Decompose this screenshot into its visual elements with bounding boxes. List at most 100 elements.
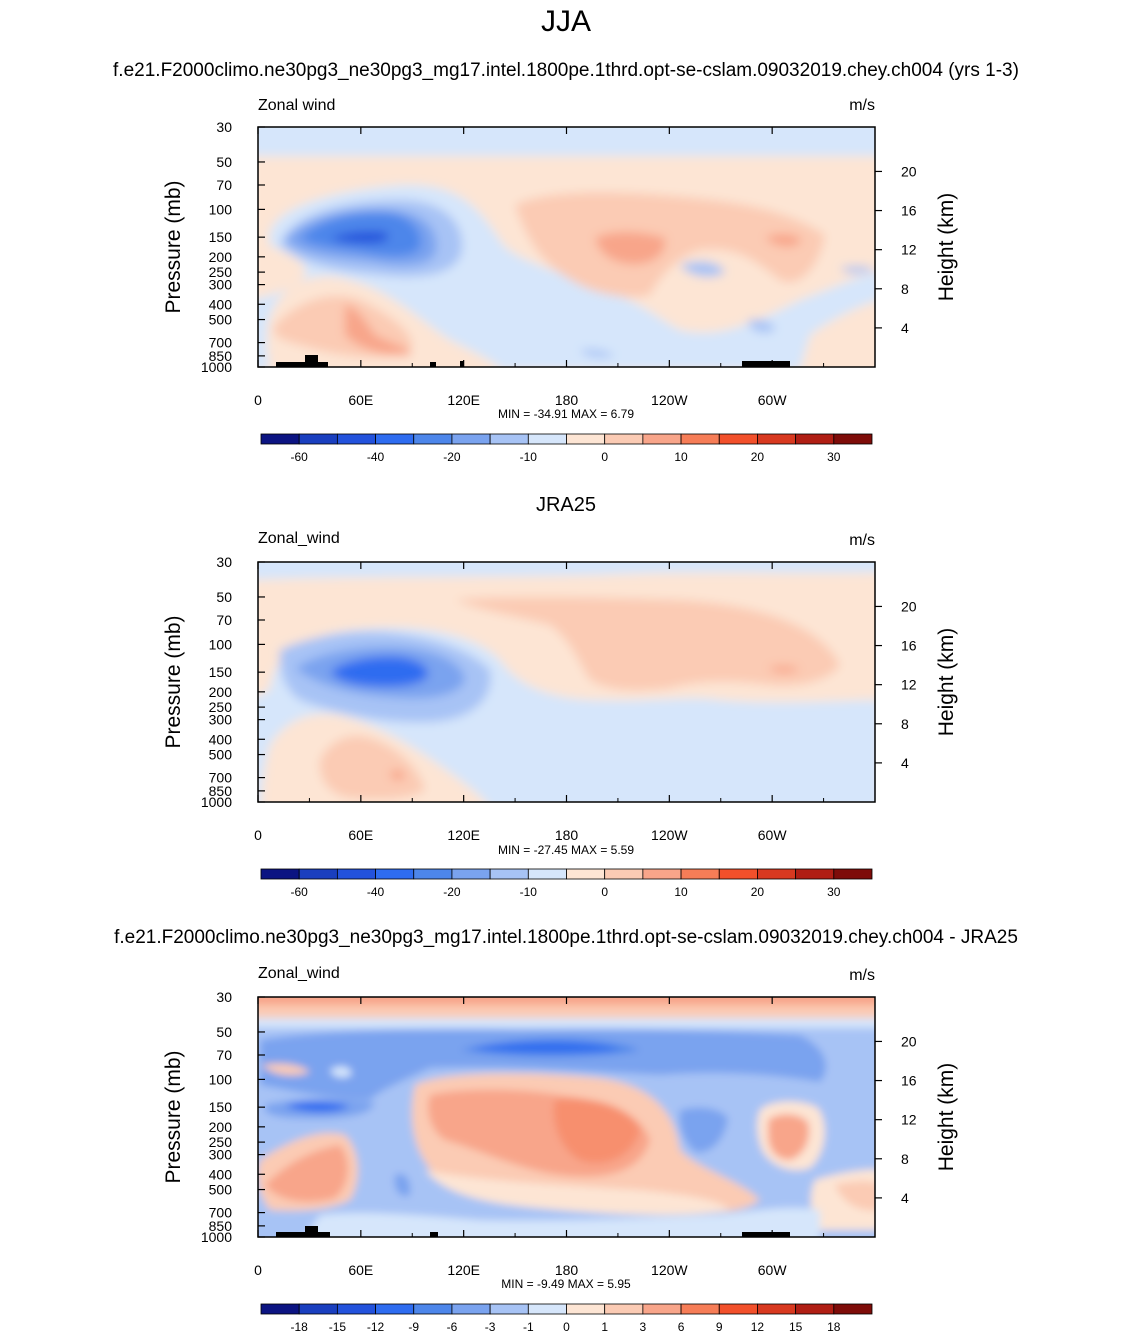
- colorbar-label: -15: [329, 1320, 347, 1334]
- difference-panel: Zonal_wind m/s Pressure (mb) Height (km)…: [162, 965, 958, 1334]
- pressure-tick-label: 700: [209, 1205, 233, 1221]
- x-tick-label: 180: [555, 827, 579, 843]
- figure-title: JJA: [541, 5, 591, 38]
- pressure-tick-label: 1000: [201, 359, 232, 375]
- difference-field-name: Zonal_wind: [258, 965, 340, 982]
- x-tick-label: 120W: [651, 1262, 688, 1278]
- colorbar-swatch: [680, 433, 720, 445]
- pressure-tick-label: 30: [216, 989, 232, 1005]
- colorbar-swatch: [718, 433, 758, 445]
- height-tick-label: 16: [901, 1073, 917, 1089]
- height-tick-label: 4: [901, 320, 909, 336]
- colorbar-swatch: [489, 433, 529, 445]
- colorbar-swatch: [260, 868, 300, 880]
- model-height-label: Height (km): [935, 193, 958, 302]
- height-tick-label: 20: [901, 163, 917, 179]
- pressure-tick-label: 100: [209, 1071, 233, 1087]
- model-panel: Zonal wind m/s Pressure (mb) Height (km)…: [162, 97, 958, 464]
- x-tick-label: 60W: [758, 1262, 788, 1278]
- x-tick-label: 60E: [348, 392, 373, 408]
- x-tick-label: 120W: [651, 392, 688, 408]
- height-tick-label: 16: [901, 638, 917, 654]
- colorbar-swatch: [833, 433, 873, 445]
- height-tick-label: 12: [901, 242, 917, 258]
- colorbar-label: 0: [601, 450, 608, 464]
- colorbar-label: 30: [827, 450, 841, 464]
- height-tick-label: 4: [901, 1190, 909, 1206]
- model-colorbar: -60 -40 -20 -10 0 10 20 30: [260, 433, 873, 464]
- model-min-max: MIN = -34.91 MAX = 6.79: [498, 407, 634, 421]
- model-units: m/s: [849, 97, 875, 114]
- difference-colorbar: -18 -15 -12 -9 -6 -3 -1 0 1 3 6 9 12 15 18: [260, 1303, 873, 1334]
- model-case-title: f.e21.F2000climo.ne30pg3_ne30pg3_mg17.in…: [113, 60, 1019, 81]
- colorbar-label: -20: [443, 885, 461, 899]
- colorbar-label: -3: [485, 1320, 496, 1334]
- colorbar-label: -9: [408, 1320, 419, 1334]
- colorbar-label: -40: [367, 885, 385, 899]
- x-tick-label: 120W: [651, 827, 688, 843]
- difference-height-label: Height (km): [935, 1063, 958, 1172]
- colorbar-label: 18: [827, 1320, 841, 1334]
- model-contour-field: [258, 127, 875, 367]
- colorbar-label: 0: [601, 885, 608, 899]
- colorbar-swatch: [833, 868, 873, 880]
- height-tick-label: 20: [901, 1033, 917, 1049]
- x-tick-label: 60W: [758, 392, 788, 408]
- colorbar-swatch: [527, 433, 567, 445]
- colorbar-swatch: [298, 433, 338, 445]
- obs-min-max: MIN = -27.45 MAX = 5.59: [498, 843, 634, 857]
- colorbar-label: -18: [291, 1320, 309, 1334]
- colorbar-label: -10: [520, 885, 538, 899]
- colorbar-swatch: [757, 1303, 797, 1315]
- pressure-tick-label: 50: [216, 589, 232, 605]
- pressure-tick-label: 700: [209, 335, 233, 351]
- colorbar-swatch: [451, 433, 491, 445]
- pressure-tick-label: 500: [209, 312, 233, 328]
- colorbar-swatch: [413, 433, 453, 445]
- x-tick-label: 120E: [447, 827, 480, 843]
- height-tick-label: 16: [901, 203, 917, 219]
- colorbar-swatch: [833, 1303, 873, 1315]
- x-tick-label: 180: [555, 1262, 579, 1278]
- pressure-tick-label: 30: [216, 119, 232, 135]
- pressure-tick-label: 30: [216, 554, 232, 570]
- colorbar-swatch: [718, 868, 758, 880]
- colorbar-swatch: [642, 433, 682, 445]
- height-tick-label: 20: [901, 598, 917, 614]
- colorbar-label: -1: [523, 1320, 534, 1334]
- colorbar-label: 9: [716, 1320, 723, 1334]
- pressure-tick-label: 70: [216, 612, 232, 628]
- obs-contour-field: [258, 562, 875, 802]
- colorbar-label: 30: [827, 885, 841, 899]
- colorbar-swatch: [566, 868, 606, 880]
- pressure-tick-label: 250: [209, 264, 233, 280]
- colorbar-label: -40: [367, 450, 385, 464]
- colorbar-label: -6: [447, 1320, 458, 1334]
- colorbar-label: 1: [601, 1320, 608, 1334]
- pressure-tick-label: 1000: [201, 794, 232, 810]
- colorbar-swatch: [757, 433, 797, 445]
- pressure-tick-label: 100: [209, 636, 233, 652]
- pressure-tick-label: 400: [209, 1166, 233, 1182]
- pressure-tick-label: 500: [209, 1182, 233, 1198]
- obs-title: JRA25: [536, 494, 596, 516]
- x-tick-label: 180: [555, 392, 579, 408]
- pressure-tick-label: 700: [209, 770, 233, 786]
- x-tick-label: 60E: [348, 1262, 373, 1278]
- colorbar-swatch: [527, 1303, 567, 1315]
- colorbar-swatch: [795, 433, 835, 445]
- pressure-tick-label: 850: [209, 783, 233, 799]
- pressure-tick-label: 300: [209, 1147, 233, 1163]
- colorbar-label: -12: [367, 1320, 385, 1334]
- colorbar-swatch: [642, 1303, 682, 1315]
- colorbar-swatch: [413, 1303, 453, 1315]
- colorbar-label: 12: [751, 1320, 765, 1334]
- colorbar-label: 10: [674, 450, 688, 464]
- difference-units: m/s: [849, 967, 875, 984]
- colorbar-label: 3: [640, 1320, 647, 1334]
- colorbar-swatch: [336, 433, 376, 445]
- pressure-tick-label: 50: [216, 154, 232, 170]
- colorbar-swatch: [566, 433, 606, 445]
